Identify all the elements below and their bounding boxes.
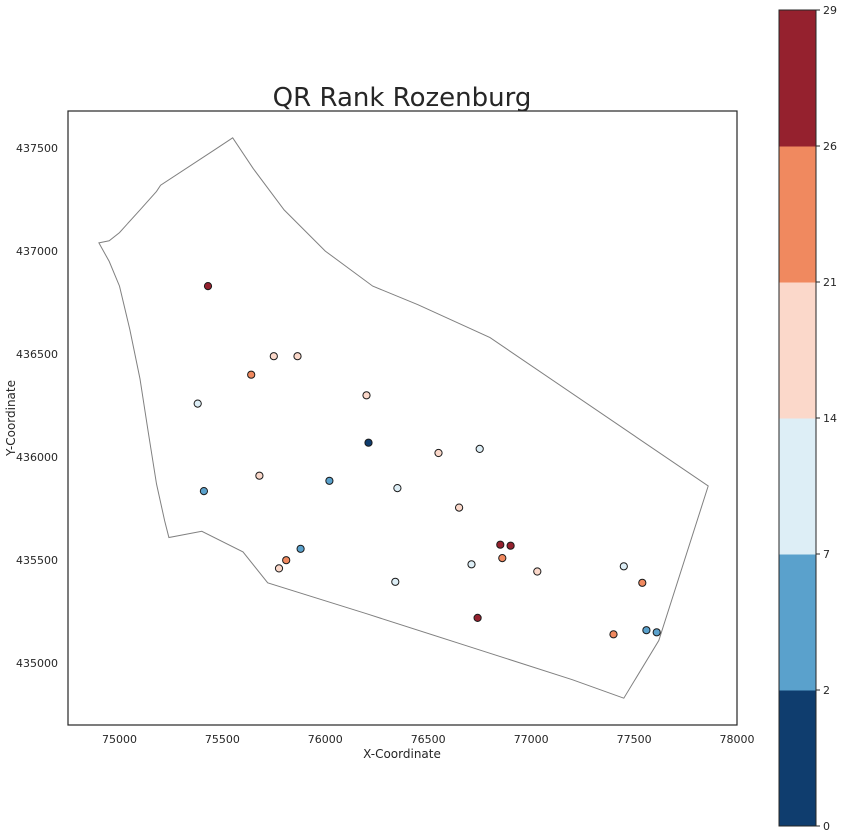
x-tick-label: 75500	[205, 733, 240, 746]
y-tick-label: 436500	[16, 348, 58, 361]
scatter-point	[638, 578, 647, 587]
scatter-point	[193, 399, 202, 408]
scatter-point	[274, 564, 284, 573]
scatter-point	[199, 487, 208, 496]
colorbar-tick-label: 29	[823, 4, 837, 17]
colorbar-segment	[779, 10, 816, 147]
colorbar-tick-label: 7	[823, 548, 830, 561]
y-tick-label: 437000	[16, 245, 58, 258]
y-axis-label: Y-Coordinate	[4, 380, 18, 457]
plot-frame	[67, 110, 738, 726]
scatter-point	[506, 541, 515, 550]
scatter-point	[364, 438, 373, 447]
scatter-point	[269, 352, 278, 361]
scatter-point	[255, 471, 264, 480]
colorbar-segment	[779, 690, 816, 827]
scatter-point	[282, 556, 291, 565]
colorbar-segment	[779, 554, 816, 691]
scatter-point	[247, 370, 256, 379]
scatter-point	[391, 577, 400, 586]
scatter-point	[473, 613, 482, 623]
x-tick-label: 75000	[102, 733, 137, 746]
scatter-point	[293, 352, 302, 361]
scatter-point	[203, 282, 213, 291]
scatter-point	[455, 503, 464, 512]
scatter-point	[475, 444, 484, 453]
colorbar: 0 2 7 14 21 26 29	[778, 4, 837, 833]
colorbar-tick-label: 26	[823, 140, 837, 153]
scatter-point	[496, 540, 505, 549]
colorbar-segment	[779, 418, 816, 555]
y-tick-label: 435000	[16, 657, 58, 670]
scatter-point	[393, 484, 402, 493]
x-tick-label: 76500	[411, 733, 446, 746]
x-tick-label: 77000	[514, 733, 549, 746]
colorbar-tick-label: 2	[823, 684, 830, 697]
scatter-point	[619, 562, 628, 571]
colorbar-tick-label: 14	[823, 412, 837, 425]
scatter-point	[467, 560, 476, 569]
colorbar-tick-label: 0	[823, 820, 830, 833]
y-tick-label: 437500	[16, 142, 58, 155]
y-tick-label: 436000	[16, 451, 58, 464]
x-tick-label: 77500	[617, 733, 652, 746]
y-tick-label: 435500	[16, 554, 58, 567]
x-axis-ticks: 75000 75500 76000 76500 77000 77500 78000	[102, 733, 755, 746]
scatter-point	[362, 391, 371, 400]
scatter-point	[296, 544, 305, 553]
y-axis-ticks: 435000 435500 436000 436500 437000 437500	[16, 142, 58, 670]
scatter-point	[609, 630, 618, 639]
area-boundary	[98, 137, 709, 699]
scatter-point	[652, 628, 661, 637]
colorbar-segment	[779, 146, 816, 283]
scatter-point	[533, 567, 542, 576]
colorbar-segment	[779, 282, 816, 419]
colorbar-tick-label: 21	[823, 276, 837, 289]
chart-title: QR Rank Rozenburg	[273, 83, 532, 113]
scatter-point	[642, 626, 651, 635]
x-tick-label: 78000	[720, 733, 755, 746]
scatter-point	[325, 476, 334, 485]
scatter-point	[498, 554, 507, 563]
x-tick-label: 76000	[308, 733, 343, 746]
x-axis-label: X-Coordinate	[363, 747, 441, 761]
scatter-point	[434, 448, 443, 458]
plot-area	[98, 137, 709, 699]
